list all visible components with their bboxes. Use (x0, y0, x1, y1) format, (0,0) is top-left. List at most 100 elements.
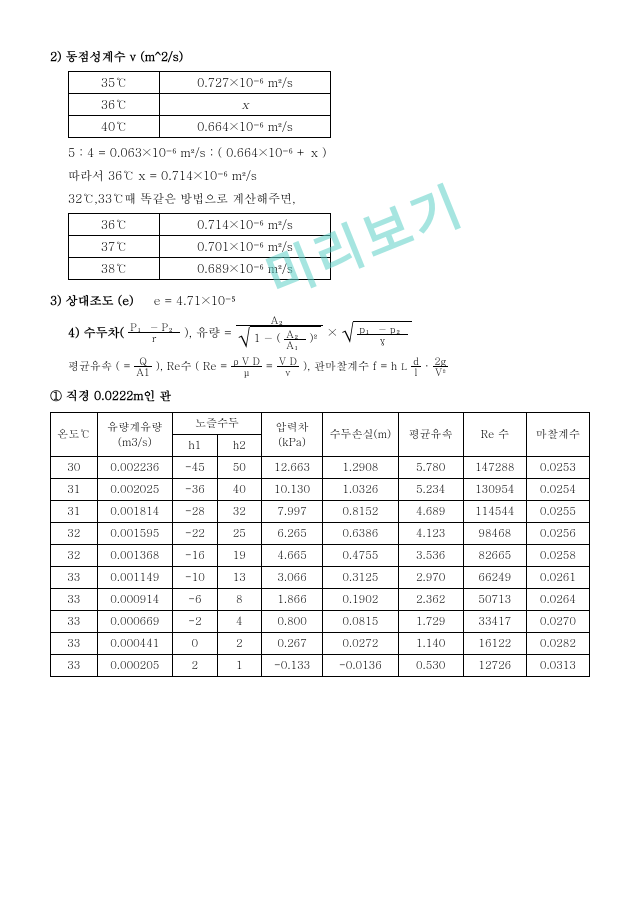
table-row: 330.001149-10133.0660.31252.970662490.02… (51, 567, 590, 589)
cell: 0.0282 (526, 633, 589, 655)
col-meanvel: 평균유속 (398, 413, 463, 457)
cell: 0.267 (262, 633, 323, 655)
equation-result: 따라서 36℃ x = 0.714×10⁻⁶ m²/s (68, 167, 590, 184)
cell: 2.970 (398, 567, 463, 589)
cell: -2 (173, 611, 217, 633)
col-headloss: 수두손실(m) (323, 413, 399, 457)
cell: 13 (217, 567, 261, 589)
cell: 0.0258 (526, 545, 589, 567)
cell: 12726 (463, 655, 526, 677)
header-row-1: 온도℃ 유량계유량(m3/s) 노즐수두 압력차(kPa) 수두손실(m) 평균… (51, 413, 590, 435)
cell: 0.0255 (526, 501, 589, 523)
table-row: 330.000914-681.8660.19022.362507130.0264 (51, 589, 590, 611)
cell: 0 (173, 633, 217, 655)
main-data-table: 온도℃ 유량계유량(m3/s) 노즐수두 압력차(kPa) 수두손실(m) 평균… (50, 412, 590, 677)
cell: 1.2908 (323, 457, 399, 479)
mean-vel-label: 평균유속 ( = (68, 359, 130, 374)
cell: 2.362 (398, 589, 463, 611)
cell: 0.727×10⁻⁶ m²/s (160, 72, 331, 94)
cell: -28 (173, 501, 217, 523)
cell: 32 (51, 545, 98, 567)
cell: 0.664×10⁻⁶ m²/s (160, 116, 331, 138)
cell: 33 (51, 567, 98, 589)
table-row: 310.001814-28327.9970.81524.6891145440.0… (51, 501, 590, 523)
cell: 32 (51, 523, 98, 545)
table-row: 330.00020521-0.133-0.01360.530127260.031… (51, 655, 590, 677)
frac-den: ν (277, 367, 299, 377)
cell: -36 (173, 479, 217, 501)
cell: 4.689 (398, 501, 463, 523)
table-row: 35℃0.727×10⁻⁶ m²/s (69, 72, 331, 94)
cell: 0.002025 (97, 479, 173, 501)
cell: 0.0272 (323, 633, 399, 655)
cell: 50 (217, 457, 261, 479)
cell: 36℃ (69, 94, 160, 116)
cell: 0.0254 (526, 479, 589, 501)
col-friction: 마찰계수 (526, 413, 589, 457)
a-frac: A₂ √ 1 − ( A₂ A₁ )² (236, 315, 324, 350)
sqrt-body: 1 − ( A₂ A₁ )² (250, 326, 322, 350)
equation-note: 32℃,33℃때 똑같은 방법으로 계산해주면, (68, 190, 590, 207)
cell: -0.0136 (323, 655, 399, 677)
cell: 3.536 (398, 545, 463, 567)
cell: 6.265 (262, 523, 323, 545)
cell: 0.0264 (526, 589, 589, 611)
cell: 10.130 (262, 479, 323, 501)
cell: 12.663 (262, 457, 323, 479)
q-frac: Q A1 (134, 356, 151, 377)
cell: 2 (173, 655, 217, 677)
cell: 0.001595 (97, 523, 173, 545)
cell: 0.0313 (526, 655, 589, 677)
cell: 7.997 (262, 501, 323, 523)
section-2-title: 2) 동점성계수 ν (m^2/s) (50, 48, 590, 65)
cell: x (160, 94, 331, 116)
cell: -45 (173, 457, 217, 479)
viscosity-table-2: 36℃0.714×10⁻⁶ m²/s 37℃0.701×10⁻⁶ m²/s 38… (68, 213, 331, 280)
cell: 30 (51, 457, 98, 479)
table-row: 320.001368-16194.6650.47553.536826650.02… (51, 545, 590, 567)
col-h2: h2 (217, 435, 261, 457)
frac-den: A1 (134, 367, 151, 377)
cell: 0.1902 (323, 589, 399, 611)
cell: 1 (217, 655, 261, 677)
cell: 0.000441 (97, 633, 173, 655)
frac-den: γ (357, 335, 407, 345)
main-table-caption: ① 직경 0.0222m인 관 (50, 387, 590, 404)
cell: 0.001149 (97, 567, 173, 589)
cell: 33417 (463, 611, 526, 633)
cell: 0.0261 (526, 567, 589, 589)
table-row: 38℃0.689×10⁻⁶ m²/s (69, 258, 331, 280)
cell: 0.001368 (97, 545, 173, 567)
cell: -6 (173, 589, 217, 611)
sec3-value: e = 4.71×10⁻⁵ (154, 292, 236, 309)
sqrt-expr-2: √ p₁ − p₂ γ (341, 321, 411, 345)
cell: 2 (217, 633, 261, 655)
sec3-label: 3) 상대조도 (e) (50, 292, 134, 309)
cell: 36℃ (69, 214, 160, 236)
cell: 4 (217, 611, 261, 633)
hL-sub: L (401, 360, 407, 373)
cell: 0.000205 (97, 655, 173, 677)
cell: 37℃ (69, 236, 160, 258)
cell: 0.000669 (97, 611, 173, 633)
cell: 1.866 (262, 589, 323, 611)
text: )² (309, 331, 317, 346)
cell: 40 (217, 479, 261, 501)
table-row: 330.000441020.2670.02721.140161220.0282 (51, 633, 590, 655)
section-3-title: 3) 상대조도 (e) e = 4.71×10⁻⁵ (50, 292, 590, 309)
cell: 1.140 (398, 633, 463, 655)
cell: 40℃ (69, 116, 160, 138)
frac-den: V² (433, 367, 449, 377)
cell: 8 (217, 589, 261, 611)
re-label: ), Re수 ( Re = (156, 359, 228, 374)
sqrt-body-2: p₁ − p₂ γ (353, 321, 411, 345)
dp-frac: p₁ − p₂ γ (357, 324, 407, 345)
cell: 5.780 (398, 457, 463, 479)
gV-frac: 2g V² (433, 356, 449, 377)
re-frac-2: V D ν (277, 356, 299, 377)
cell: 0.000914 (97, 589, 173, 611)
cell: 0.8152 (323, 501, 399, 523)
table-row: 36℃x (69, 94, 331, 116)
table-row: 310.002025-364010.1301.03265.2341309540.… (51, 479, 590, 501)
cell: 33 (51, 589, 98, 611)
